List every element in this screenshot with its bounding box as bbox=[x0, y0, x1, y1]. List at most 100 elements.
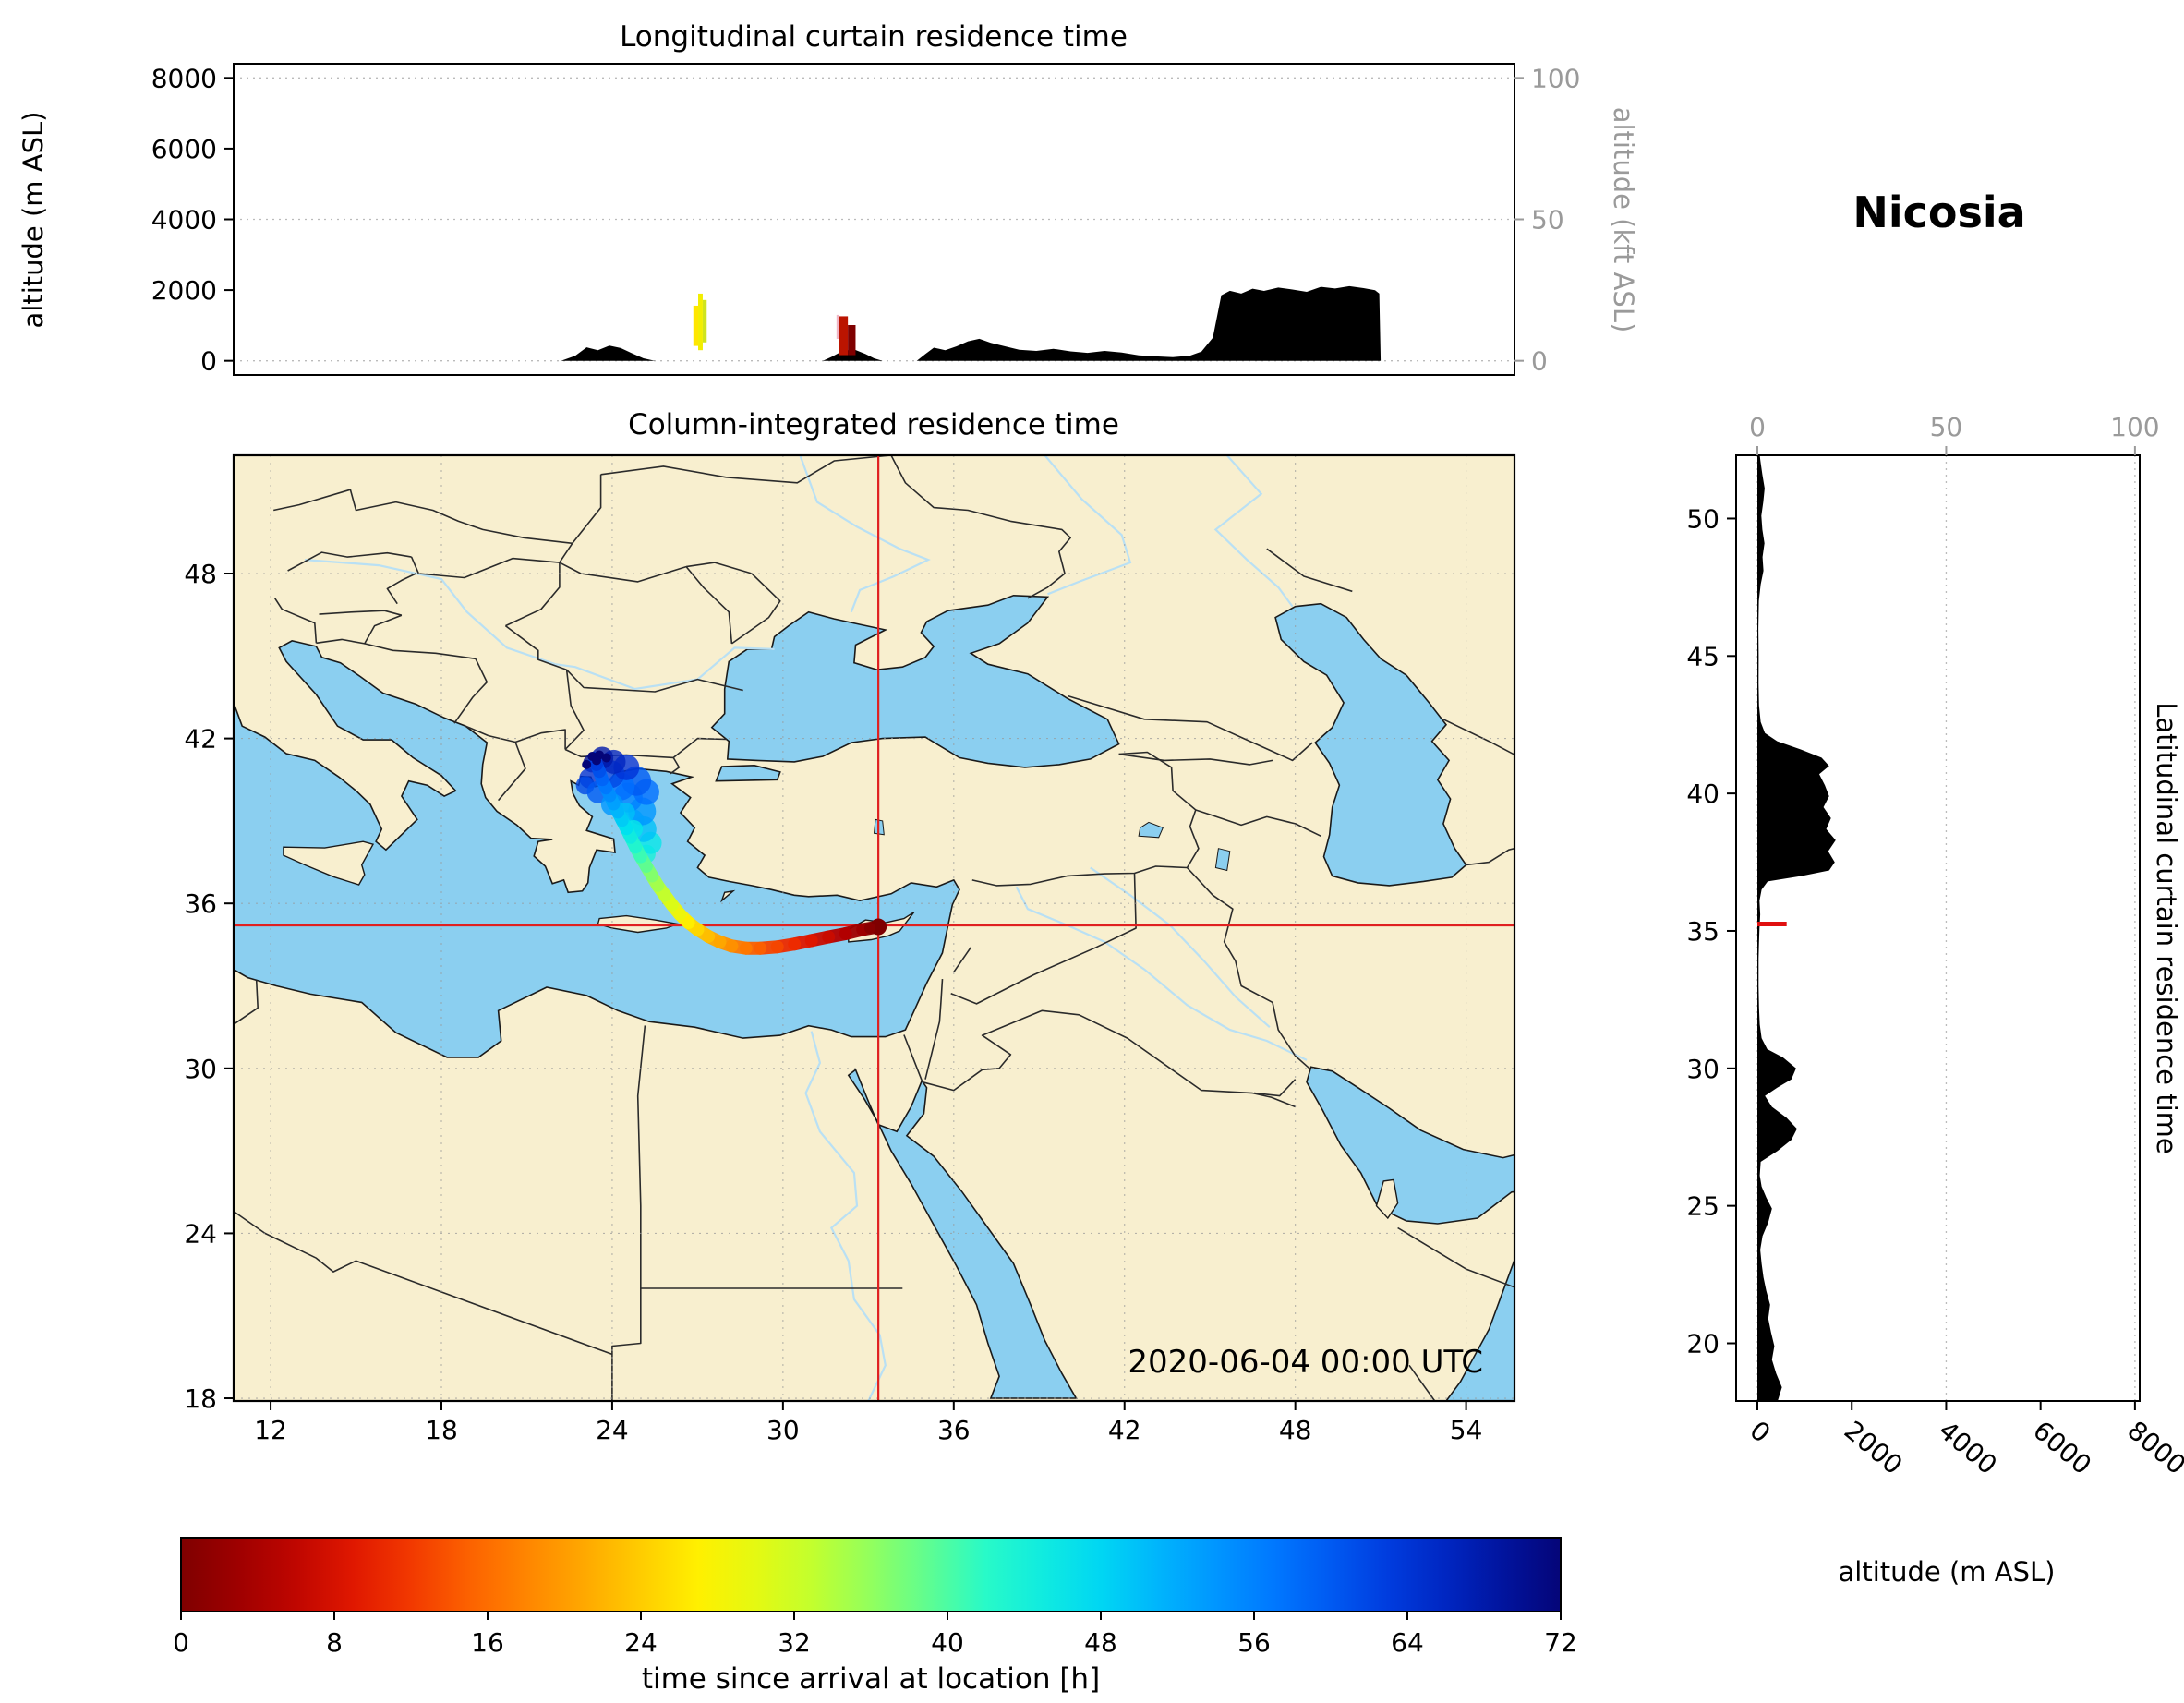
country-border bbox=[504, 624, 567, 670]
country-border bbox=[670, 756, 681, 775]
tick-label: 54 bbox=[1450, 1415, 1483, 1445]
country-border bbox=[465, 725, 489, 737]
country-border bbox=[1186, 866, 1312, 1070]
map-frame bbox=[232, 453, 1516, 1403]
tick-label: 40 bbox=[1686, 779, 1719, 809]
sea bbox=[1445, 1257, 1514, 1401]
country-border bbox=[1067, 694, 1313, 762]
trajectory-dot bbox=[591, 755, 601, 766]
river bbox=[1213, 455, 1294, 608]
trajectory-dot bbox=[582, 759, 592, 769]
country-border bbox=[505, 562, 561, 627]
country-border bbox=[950, 873, 1137, 1005]
tick-label: 24 bbox=[596, 1415, 629, 1445]
tick-label: 16 bbox=[471, 1627, 504, 1658]
tick-label: 20 bbox=[1686, 1328, 1719, 1359]
tick-label: 0 bbox=[1749, 412, 1766, 442]
river bbox=[799, 455, 931, 613]
latitudinal-silhouette bbox=[1757, 455, 1836, 1401]
tick-label: 36 bbox=[184, 888, 217, 919]
country-border bbox=[273, 489, 573, 545]
river bbox=[1015, 886, 1308, 1061]
latitudinal-panel-title: Latitudinal curtain residence time bbox=[2151, 702, 2182, 1154]
longitudinal-curtain-panel: 0 2000 4000 6000 8000 0 50 100 bbox=[151, 63, 1580, 377]
country-border bbox=[559, 562, 687, 583]
country-border bbox=[922, 1009, 1296, 1108]
tick-label: 48 bbox=[184, 559, 217, 589]
map-panel: 12 18 24 30 36 42 48 54 18 24 30 36 42 48 bbox=[184, 453, 1516, 1445]
tick-label: 0 bbox=[173, 1627, 189, 1658]
tick-label: 50 bbox=[1531, 205, 1564, 236]
country-border bbox=[386, 573, 416, 605]
trajectory bbox=[575, 746, 887, 955]
island bbox=[1375, 1178, 1399, 1220]
country-border bbox=[356, 1260, 613, 1356]
tick-label: 42 bbox=[1108, 1415, 1141, 1445]
country-border bbox=[611, 1025, 646, 1401]
country-border bbox=[364, 643, 477, 660]
country-border bbox=[316, 614, 403, 645]
tick-label: 42 bbox=[184, 724, 217, 755]
tick-label: 32 bbox=[778, 1627, 811, 1658]
tick-label: 36 bbox=[937, 1415, 971, 1445]
station-name: Nicosia bbox=[1852, 187, 2025, 237]
river bbox=[305, 559, 775, 691]
sea bbox=[710, 594, 1120, 768]
tick-label: 30 bbox=[1686, 1054, 1719, 1084]
tick-label: 100 bbox=[1531, 63, 1580, 93]
map-datetime-label: 2020-06-04 00:00 UTC bbox=[1128, 1344, 1483, 1381]
country-border bbox=[234, 1210, 356, 1273]
country-border bbox=[1466, 847, 1514, 866]
country-border bbox=[600, 455, 892, 484]
tick-label: 35 bbox=[1686, 916, 1719, 947]
sea bbox=[1306, 1066, 1514, 1225]
longitudinal-ylabel-right: altitude (kft ASL) bbox=[1608, 107, 1639, 333]
colorbar bbox=[180, 1537, 1562, 1612]
arrival-point bbox=[863, 923, 875, 935]
lake bbox=[1214, 848, 1231, 872]
tick-label: 40 bbox=[931, 1627, 964, 1658]
country-border bbox=[566, 669, 743, 693]
tick-label: 72 bbox=[1544, 1627, 1577, 1658]
country-border bbox=[1118, 751, 1200, 868]
sea bbox=[715, 764, 781, 782]
sea bbox=[847, 1069, 1078, 1399]
curtain-patch bbox=[698, 293, 703, 351]
river bbox=[804, 1031, 887, 1401]
tick-label: 8 bbox=[326, 1627, 343, 1658]
country-border bbox=[1195, 809, 1321, 838]
tick-label: 48 bbox=[1279, 1415, 1312, 1445]
country-border bbox=[559, 542, 573, 563]
tick-label: 50 bbox=[1686, 503, 1719, 534]
country-border bbox=[1408, 1364, 1436, 1401]
tick-label: 6000 bbox=[151, 134, 217, 164]
country-border bbox=[514, 729, 566, 750]
sea bbox=[1274, 602, 1467, 887]
country-border bbox=[971, 865, 1188, 887]
latitudinal-frame bbox=[1735, 454, 2141, 1402]
longitudinal-panel-title: Longitudinal curtain residence time bbox=[620, 20, 1128, 54]
tick-label: 25 bbox=[1686, 1191, 1719, 1222]
curtain-patch bbox=[848, 325, 856, 356]
colorbar-panel: 0 8 16 24 32 40 48 56 64 72 bbox=[173, 1537, 1577, 1658]
map-title: Column-integrated residence time bbox=[628, 408, 1119, 441]
colorbar-label: time since arrival at location [h] bbox=[642, 1662, 1100, 1696]
curtain-patch bbox=[693, 305, 699, 346]
country-border bbox=[287, 551, 412, 572]
tick-label: 100 bbox=[2110, 412, 2159, 442]
longitudinal-ylabel-left: altitude (m ASL) bbox=[18, 112, 49, 329]
country-border bbox=[1266, 548, 1353, 593]
country-border bbox=[890, 455, 1071, 599]
country-border bbox=[953, 947, 971, 973]
curtain-patch bbox=[836, 314, 839, 339]
river bbox=[1090, 866, 1271, 1029]
island bbox=[283, 840, 375, 886]
country-border bbox=[572, 474, 602, 544]
tick-label: 45 bbox=[1686, 641, 1719, 671]
lake bbox=[1138, 821, 1164, 839]
tick-label: 4000 bbox=[151, 205, 217, 236]
map-gridlines bbox=[234, 455, 1514, 1401]
country-border bbox=[564, 670, 585, 751]
country-border bbox=[924, 979, 944, 1080]
